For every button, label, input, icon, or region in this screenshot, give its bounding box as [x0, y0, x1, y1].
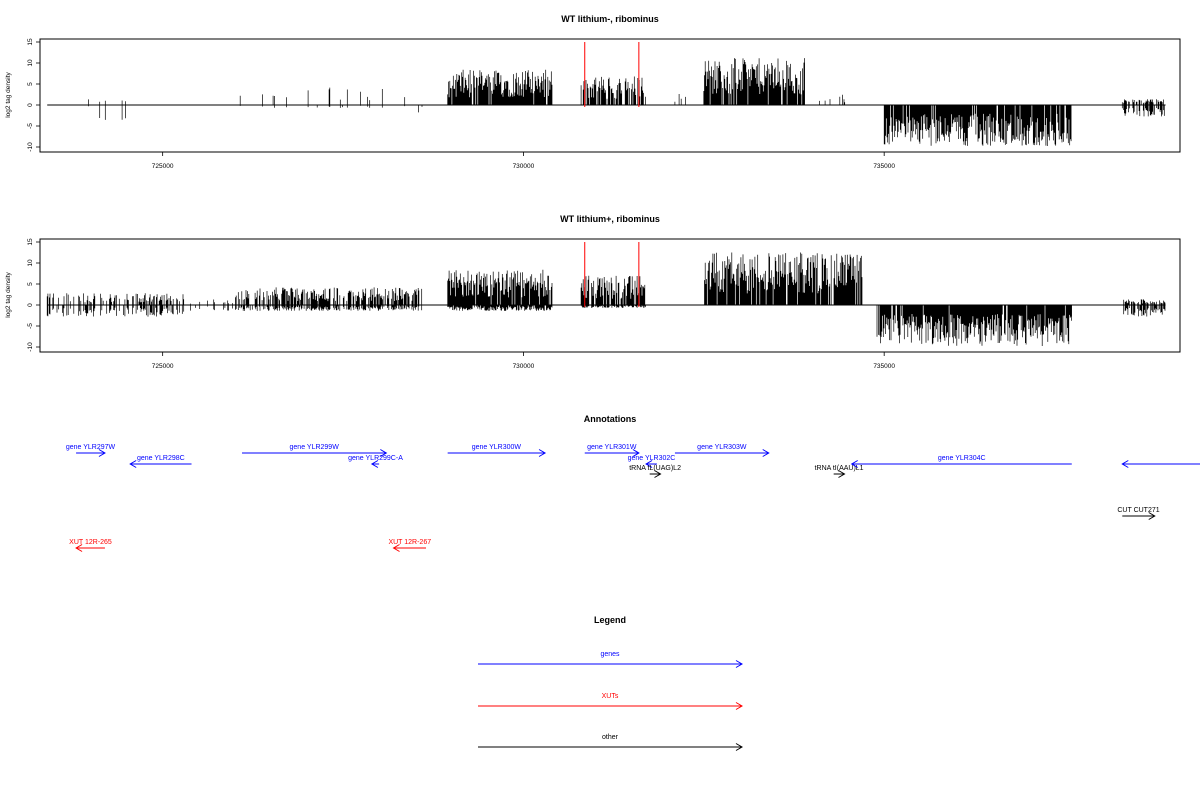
annotation-label: gene YLR299W	[290, 444, 340, 451]
annotation-arrow: gene YLR304C	[850, 455, 1072, 468]
bar-series	[46, 242, 1166, 346]
annotation-arrow: gene YLR299W	[242, 444, 388, 457]
track-panel-lithium-minus: WT lithium-, ribominus log2 tag density …	[5, 14, 1181, 170]
annotation-arrow: gene YLR302C	[628, 455, 676, 468]
y-tick-label: -5	[27, 123, 34, 129]
x-axis: 725000 730000 735000	[152, 352, 895, 370]
y-tick-label: 15	[27, 38, 34, 46]
plot-frame	[39, 238, 1181, 353]
y-tick-label: 10	[27, 259, 34, 267]
panel-title: WT lithium+, ribominus	[560, 214, 660, 224]
x-tick-label: 735000	[873, 363, 895, 370]
track-panel-lithium-plus: WT lithium+, ribominus log2 tag density …	[5, 214, 1181, 370]
legend-label: genes	[600, 651, 620, 658]
annotations-title: Annotations	[584, 414, 637, 424]
y-tick-label: 5	[27, 82, 34, 86]
annotation-arrow: gene YLR297W	[66, 444, 116, 457]
x-tick-label: 725000	[152, 163, 174, 170]
annotation-label: gene YLR298C	[137, 455, 185, 462]
annotation-arrow: gene YLR301W	[584, 444, 640, 457]
y-tick-label: -10	[27, 342, 34, 352]
annotation-arrow: tRNA tI(AAU)L1	[815, 465, 864, 478]
x-tick-label: 725000	[152, 363, 174, 370]
annotation-label: gene YLR300W	[472, 444, 522, 451]
y-tick-label: 0	[27, 303, 34, 307]
annotation-label: XUT 12R-265	[69, 539, 112, 546]
annotation-items: gene YLR297W gene YLR298C gene YLR299W gene…	[66, 444, 1200, 552]
y-tick-label: -10	[27, 142, 34, 152]
annotation-arrow: XUT 12R-267	[388, 539, 431, 552]
legend-label: other	[602, 734, 619, 741]
annotation-label: XUT 12R-267	[388, 539, 431, 546]
density-bars	[46, 252, 1166, 346]
legend-items: genes XUTs other	[478, 651, 743, 751]
panel-title: WT lithium-, ribominus	[561, 14, 659, 24]
annotation-label: gene YLR302C	[628, 455, 676, 462]
annotation-label: gene YLR297W	[66, 444, 116, 451]
y-tick-label: -5	[27, 323, 34, 329]
x-axis: 725000 730000 735000	[152, 152, 895, 170]
legend-item: XUTs	[478, 693, 743, 710]
legend-title: Legend	[594, 615, 626, 625]
annotation-label: gene YLR304C	[938, 455, 986, 462]
y-tick-label: 0	[27, 103, 34, 107]
annotation-arrow	[1121, 460, 1200, 468]
y-tick-label: 10	[27, 59, 34, 67]
bar-series	[47, 42, 1166, 146]
legend-label: XUTs	[602, 693, 619, 700]
annotation-arrow: gene YLR298C	[129, 455, 192, 468]
annotation-label: CUT CUT271	[1117, 507, 1159, 514]
y-tick-label: 15	[27, 238, 34, 246]
x-tick-label: 735000	[873, 163, 895, 170]
annotation-arrow: gene YLR300W	[447, 444, 547, 457]
y-tick-label: 5	[27, 282, 34, 286]
y-axis: -10 -5 0 5 10 15	[27, 238, 41, 352]
x-tick-label: 730000	[513, 363, 535, 370]
annotation-label: gene YLR301W	[587, 444, 637, 451]
annotation-arrow: XUT 12R-265	[69, 539, 112, 552]
annotation-label: gene YLR299C-A	[348, 455, 403, 462]
legend-item: other	[478, 734, 743, 751]
y-axis: -10 -5 0 5 10 15	[27, 38, 41, 152]
legend-item: genes	[478, 651, 743, 668]
y-axis-label: log2 tag density	[5, 71, 12, 117]
annotation-arrow: CUT CUT271	[1117, 507, 1160, 520]
y-axis-label: log2 tag density	[5, 271, 12, 317]
density-bars	[88, 58, 1165, 146]
annotation-label: gene YLR303W	[697, 444, 747, 451]
annotation-arrow: gene YLR303W	[674, 444, 770, 457]
x-tick-label: 730000	[513, 163, 535, 170]
legend: Legend genes XUTs other	[478, 615, 743, 751]
annotation-arrow: gene YLR299C-A	[348, 455, 403, 468]
annotation-label: tRNA tL(UAG)L2	[629, 465, 681, 472]
annotation-label: tRNA tI(AAU)L1	[815, 465, 864, 472]
annotation-arrow: tRNA tL(UAG)L2	[629, 465, 681, 478]
